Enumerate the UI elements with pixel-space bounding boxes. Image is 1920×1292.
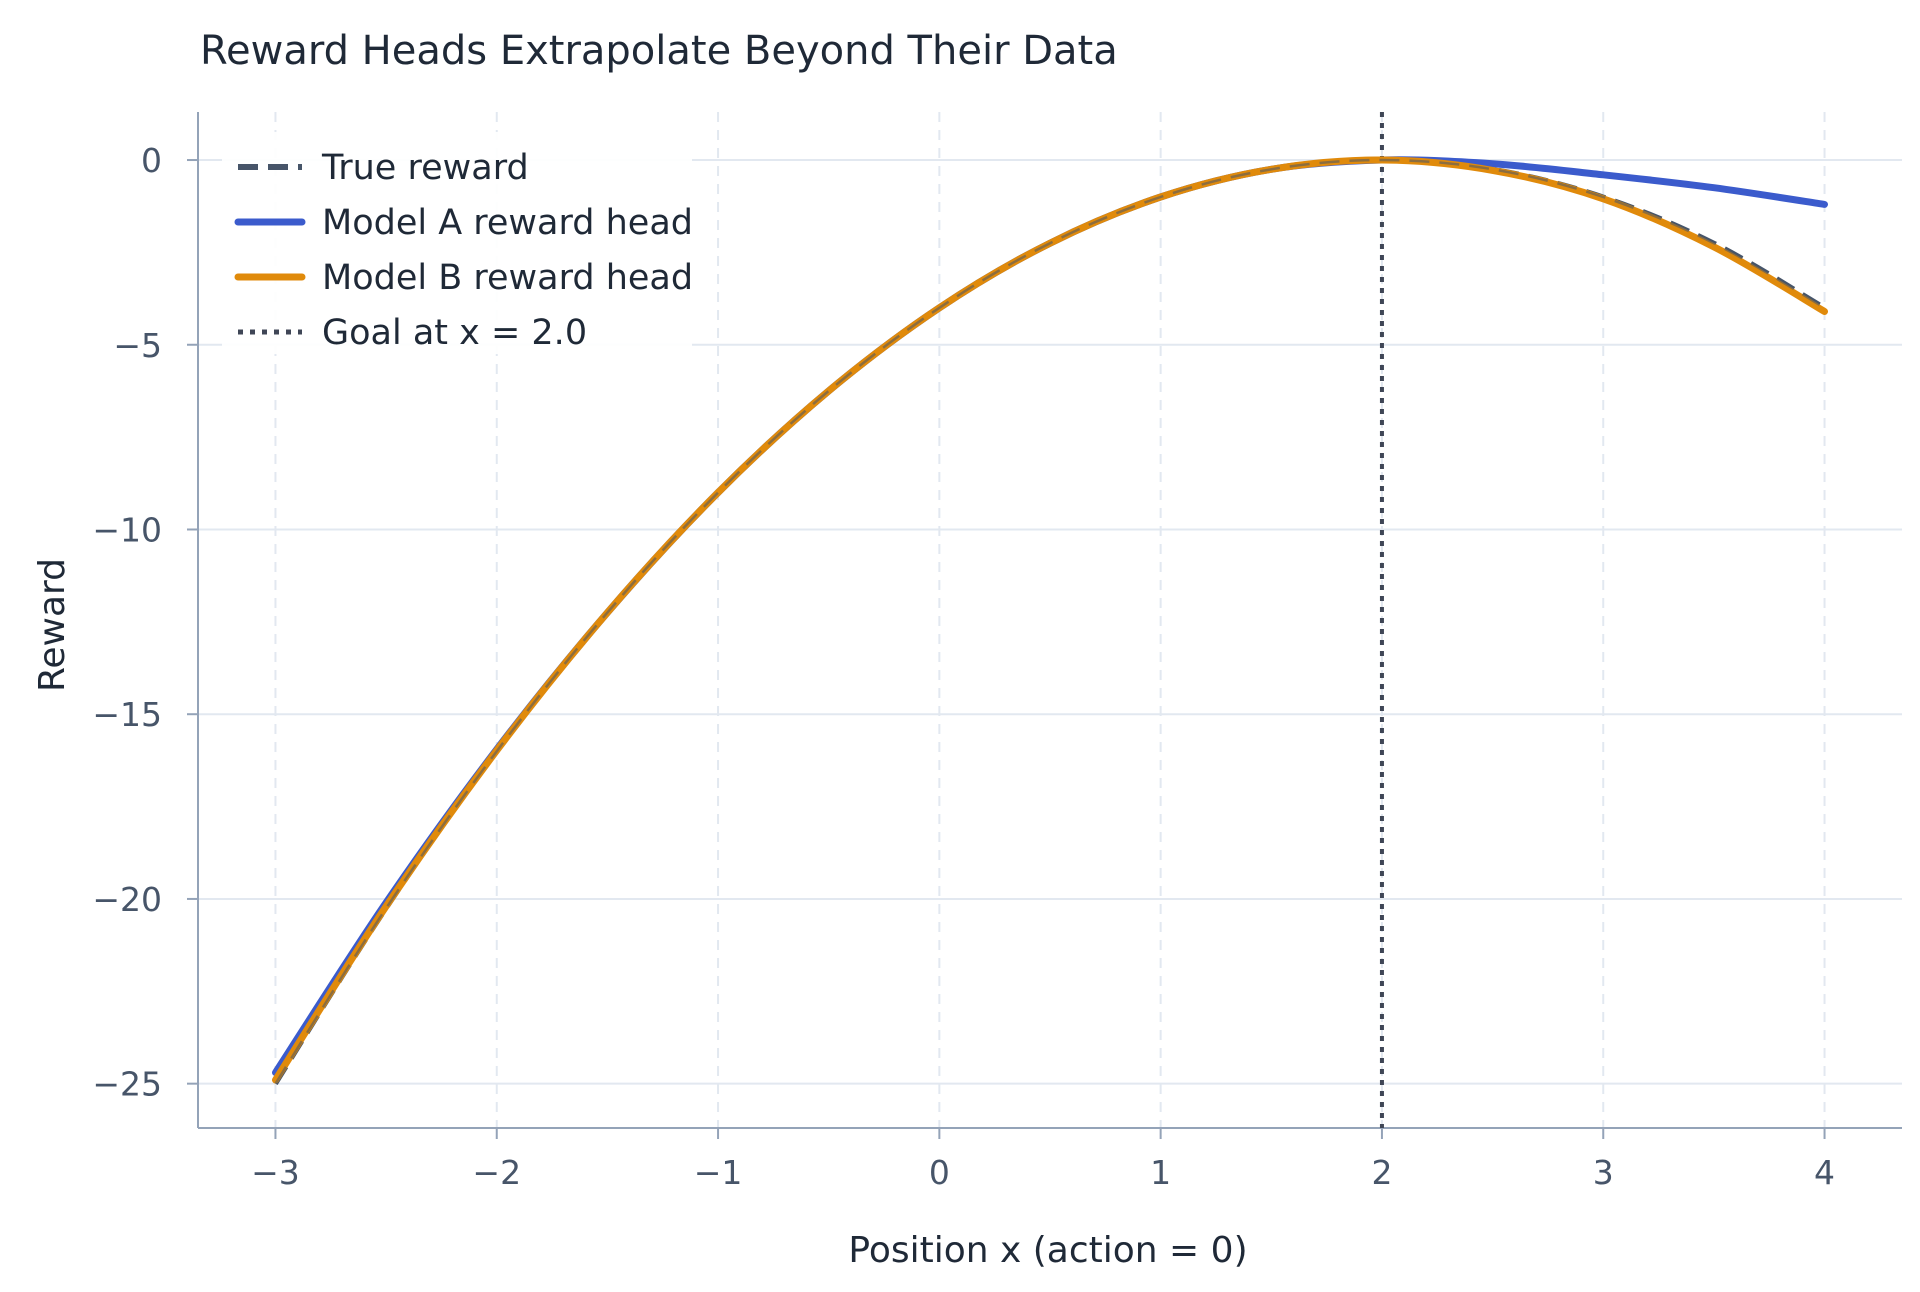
x-tick-label-5: 2 <box>1371 1153 1392 1192</box>
y-tick-label-4: −20 <box>92 880 162 919</box>
y-tick-label-0: 0 <box>141 141 162 180</box>
legend-goal-label: Goal at x = 2.0 <box>322 313 587 353</box>
y-tick-label-1: −5 <box>113 326 162 365</box>
x-tick-label-6: 3 <box>1593 1153 1614 1192</box>
x-tick-label-1: −2 <box>472 1153 521 1192</box>
y-tick-label-3: −15 <box>92 695 162 734</box>
x-tick-label-3: 0 <box>929 1153 950 1192</box>
legend-model-b-label: Model B reward head <box>322 258 693 298</box>
y-axis-label: Reward <box>32 558 73 692</box>
chart-title: Reward Heads Extrapolate Beyond Their Da… <box>200 28 1118 74</box>
y-tick-label-2: −10 <box>92 510 162 549</box>
ticks: −3 −2 −1 0 1 2 3 40−5−10−15−20−25 <box>92 141 1835 1192</box>
x-tick-label-7: 4 <box>1814 1153 1835 1192</box>
legend-model-a-label: Model A reward head <box>322 203 693 243</box>
axes <box>197 112 1902 1129</box>
x-axis-label: Position x (action = 0) <box>848 1230 1247 1271</box>
x-tick-label-4: 1 <box>1150 1153 1171 1192</box>
x-tick-label-0: −3 <box>251 1153 300 1192</box>
y-tick-label-5: −25 <box>92 1065 162 1104</box>
plot-area <box>272 112 1828 1128</box>
legend-true-reward-label: True reward <box>321 148 529 188</box>
true-reward-line-overlay <box>274 158 1826 1085</box>
x-tick-label-2: −1 <box>694 1153 743 1192</box>
legend: True reward Model A reward head Model B re… <box>222 132 693 354</box>
